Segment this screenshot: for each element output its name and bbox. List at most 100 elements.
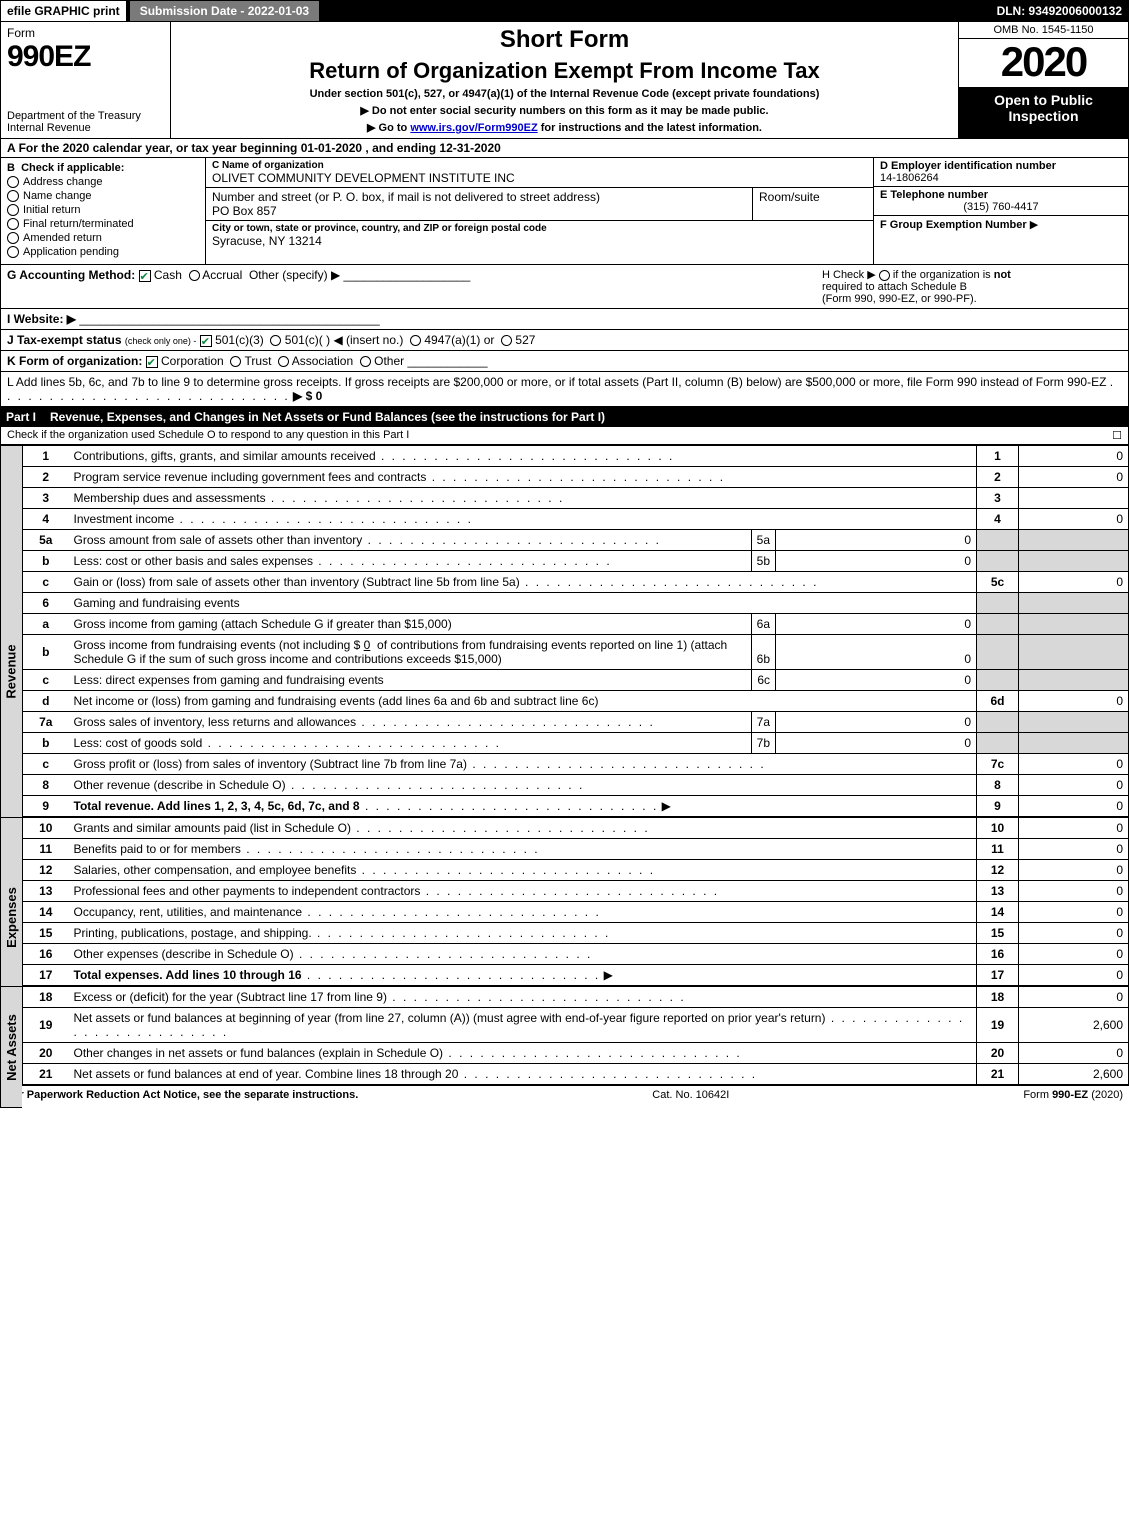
tel-value: (315) 760-4417 (880, 201, 1122, 213)
notice-instructions: ▶ Go to www.irs.gov/Form990EZ for instru… (179, 121, 950, 134)
line-9: 9Total revenue. Add lines 1, 2, 3, 4, 5c… (23, 796, 1129, 817)
chk-name-change[interactable]: Name change (7, 190, 199, 202)
efile-label: efile GRAPHIC print (1, 1, 126, 21)
chk-assoc[interactable] (278, 356, 289, 367)
header-left: Form 990EZ Department of the Treasury In… (1, 22, 171, 138)
h-not: not (994, 269, 1011, 281)
line-19: 19Net assets or fund balances at beginni… (23, 1008, 1129, 1043)
h-text4: (Form 990, 990-EZ, or 990-PF). (822, 293, 977, 305)
line-21: 21Net assets or fund balances at end of … (23, 1064, 1129, 1085)
chk-trust[interactable] (230, 356, 241, 367)
short-form-title: Short Form (179, 26, 950, 54)
chk-cash[interactable] (139, 270, 151, 282)
line-5c: cGain or (loss) from sale of assets othe… (23, 572, 1129, 593)
line-17: 17Total expenses. Add lines 10 through 1… (23, 965, 1129, 986)
expenses-block: Expenses 10Grants and similar amounts pa… (22, 817, 1129, 986)
line-7b: bLess: cost of goods sold7b0 (23, 733, 1129, 754)
tel-label: E Telephone number (880, 189, 1122, 201)
chk-4947[interactable] (410, 335, 421, 346)
h-text3: required to attach Schedule B (822, 281, 967, 293)
j-501c: 501(c)( ) ◀ (insert no.) (285, 333, 404, 347)
line-a-text: For the 2020 calendar year, or tax year … (19, 141, 501, 155)
h-text2: if the organization is (893, 269, 991, 281)
line-14: 14Occupancy, rent, utilities, and mainte… (23, 902, 1129, 923)
header-right: OMB No. 1545-1150 2020 Open to Public In… (958, 22, 1128, 138)
line-a: A For the 2020 calendar year, or tax yea… (0, 139, 1129, 158)
ein-cell: D Employer identification number 14-1806… (874, 158, 1128, 187)
group-cell: F Group Exemption Number ▶ (874, 216, 1128, 233)
group-label: F Group Exemption Number (880, 219, 1027, 231)
chk-accrual[interactable] (189, 270, 200, 281)
k-other: Other (374, 354, 404, 368)
line-6a: aGross income from gaming (attach Schedu… (23, 614, 1129, 635)
dln-label: DLN: 93492006000132 (991, 1, 1128, 21)
chk-address-change[interactable]: Address change (7, 176, 199, 188)
chk-corp[interactable] (146, 356, 158, 368)
part-1-sub-text: Check if the organization used Schedule … (7, 429, 409, 442)
part-1-sub: Check if the organization used Schedule … (0, 427, 1129, 445)
dept-line-2: Internal Revenue (7, 122, 91, 134)
b-label: B (7, 162, 15, 174)
street-value: PO Box 857 (212, 204, 746, 218)
info-grid: B Check if applicable: Address change Na… (0, 158, 1129, 265)
go-to-suffix: for instructions and the latest informat… (541, 122, 762, 134)
line-11: 11Benefits paid to or for members110 (23, 839, 1129, 860)
revenue-table: 1Contributions, gifts, grants, and simil… (22, 445, 1129, 817)
street-label: Number and street (or P. O. box, if mail… (212, 190, 746, 204)
line-6d: dNet income or (loss) from gaming and fu… (23, 691, 1129, 712)
dept-treasury: Department of the Treasury Internal Reve… (7, 110, 164, 134)
l-arrow: ▶ $ 0 (293, 389, 322, 403)
chk-amended-return[interactable]: Amended return (7, 232, 199, 244)
org-name-cell: C Name of organization OLIVET COMMUNITY … (206, 158, 873, 188)
i-label: I Website: ▶ (7, 312, 76, 326)
line-16: 16Other expenses (describe in Schedule O… (23, 944, 1129, 965)
chk-h[interactable] (879, 270, 890, 281)
room-label: Room/suite (759, 190, 867, 204)
chk-other[interactable] (360, 356, 371, 367)
k-corp: Corporation (161, 354, 224, 368)
form-code: 990EZ (7, 40, 164, 74)
line-5a: 5aGross amount from sale of assets other… (23, 530, 1129, 551)
chk-final-return[interactable]: Final return/terminated (7, 218, 199, 230)
l-text: L Add lines 5b, 6c, and 7b to line 9 to … (7, 375, 1106, 389)
chk-527[interactable] (501, 335, 512, 346)
line-18: 18Excess or (deficit) for the year (Subt… (23, 987, 1129, 1008)
row-j: J Tax-exempt status (check only one) - 5… (0, 330, 1129, 351)
g-label: G Accounting Method: (7, 268, 135, 282)
line-3: 3Membership dues and assessments3 (23, 488, 1129, 509)
chk-501c3[interactable] (200, 335, 212, 347)
return-title: Return of Organization Exempt From Incom… (179, 58, 950, 84)
line-12: 12Salaries, other compensation, and empl… (23, 860, 1129, 881)
line-10: 10Grants and similar amounts paid (list … (23, 818, 1129, 839)
h-check: H Check ▶ if the organization is not req… (822, 268, 1122, 305)
header-center: Short Form Return of Organization Exempt… (171, 22, 958, 138)
footer-right: Form 990-EZ (2020) (1023, 1089, 1123, 1101)
line-4: 4Investment income40 (23, 509, 1129, 530)
g-accounting: G Accounting Method: Cash Accrual Other … (7, 268, 470, 305)
revenue-block: Revenue 1Contributions, gifts, grants, a… (22, 445, 1129, 817)
line-1: 1Contributions, gifts, grants, and simil… (23, 446, 1129, 467)
g-cash: Cash (154, 268, 182, 282)
h-text1: H Check ▶ (822, 269, 876, 281)
line-2: 2Program service revenue including gover… (23, 467, 1129, 488)
part-1-sub-box[interactable]: ☐ (1112, 429, 1122, 442)
page-footer: For Paperwork Reduction Act Notice, see … (0, 1085, 1129, 1104)
k-trust: Trust (245, 354, 272, 368)
tel-cell: E Telephone number (315) 760-4417 (874, 187, 1128, 216)
group-arrow: ▶ (1030, 219, 1038, 231)
irs-link[interactable]: www.irs.gov/Form990EZ (410, 122, 537, 134)
netassets-tab: Net Assets (0, 986, 22, 1108)
line-6: 6Gaming and fundraising events (23, 593, 1129, 614)
org-name: OLIVET COMMUNITY DEVELOPMENT INSTITUTE I… (212, 171, 867, 185)
chk-501c[interactable] (270, 335, 281, 346)
row-g-h: G Accounting Method: Cash Accrual Other … (0, 265, 1129, 309)
line-7a: 7aGross sales of inventory, less returns… (23, 712, 1129, 733)
omb-number: OMB No. 1545-1150 (959, 22, 1128, 39)
chk-application-pending[interactable]: Application pending (7, 246, 199, 258)
chk-initial-return[interactable]: Initial return (7, 204, 199, 216)
footer-center: Cat. No. 10642I (652, 1089, 729, 1101)
j-4947: 4947(a)(1) or (424, 333, 494, 347)
j-501c3: 501(c)(3) (215, 333, 264, 347)
row-i: I Website: ▶ ___________________________… (0, 309, 1129, 330)
line-8: 8Other revenue (describe in Schedule O)8… (23, 775, 1129, 796)
